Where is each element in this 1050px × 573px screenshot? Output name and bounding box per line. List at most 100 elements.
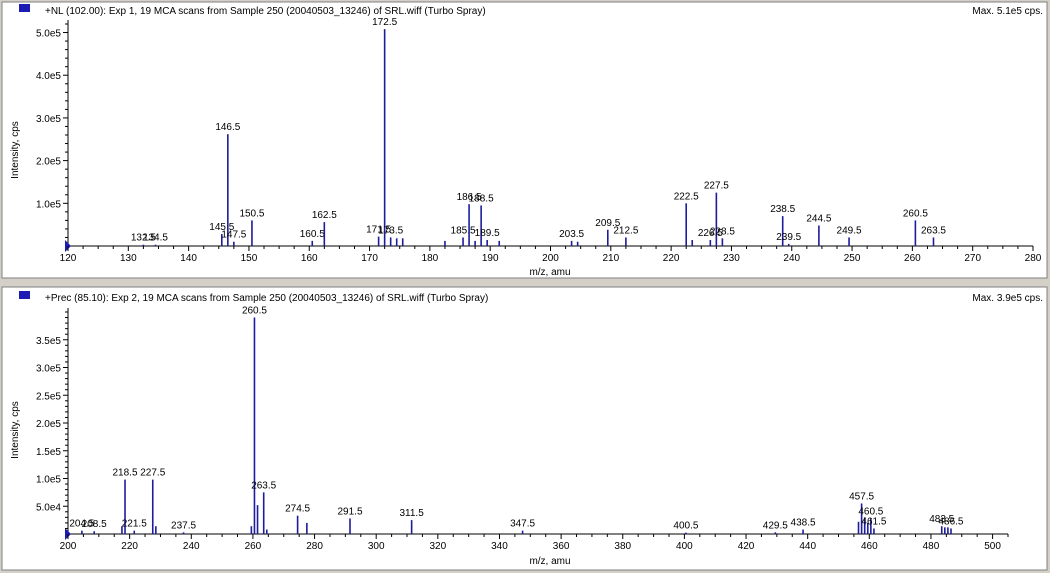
x-tick-label: 380	[614, 541, 631, 552]
peak-label: 239.5	[776, 232, 801, 243]
peak-label: 228.5	[710, 226, 735, 237]
x-tick-label: 440	[799, 541, 816, 552]
peak-label: 162.5	[312, 210, 337, 221]
x-tick-label: 190	[482, 253, 499, 264]
y-tick-label: 5.0e5	[36, 29, 61, 40]
x-tick-label: 260	[245, 541, 262, 552]
series-marker-icon	[19, 4, 30, 12]
peak-label: 263.5	[251, 480, 276, 491]
x-tick-label: 230	[723, 253, 740, 264]
peak-label: 212.5	[613, 225, 638, 236]
peak-label: 460.5	[858, 506, 883, 517]
peak-label: 274.5	[285, 504, 310, 515]
axes: 200 220 240 260 280 300 320 340 360 380 400 420 440 4…	[36, 308, 1009, 552]
x-tick-label: 340	[491, 541, 508, 552]
x-tick-label: 240	[783, 253, 800, 264]
peak-label: 150.5	[239, 208, 264, 219]
peak-label: 209.5	[595, 218, 620, 229]
peak-label: 244.5	[806, 214, 831, 225]
peak-label: 461.5	[861, 516, 886, 527]
panel-background	[1, 1, 1048, 279]
x-tick-label: 210	[602, 253, 619, 264]
x-tick-label: 180	[422, 253, 439, 264]
peak-label: 438.5	[791, 518, 816, 529]
prec-spectrum-panel: +Prec (85.10): Exp 2, 19 MCA scans from …	[1, 286, 1048, 571]
x-tick-label: 400	[676, 541, 693, 552]
y-axis-label: Intensity, cps	[10, 121, 21, 179]
x-tick-label: 320	[429, 541, 446, 552]
y-tick-label: 3.0e5	[36, 114, 61, 125]
peak-label: 147.5	[221, 230, 246, 241]
x-tick-label: 280	[306, 541, 323, 552]
peak-label: 347.5	[510, 519, 535, 530]
peak-label: 457.5	[849, 491, 874, 502]
peak-label: 291.5	[337, 506, 362, 517]
peak-label: 263.5	[921, 225, 946, 236]
peak-label: 132.5	[131, 233, 156, 244]
peak-label: 160.5	[300, 229, 325, 240]
x-tick-label: 150	[241, 253, 258, 264]
peak-label: 171.5	[366, 225, 391, 236]
y-tick-label: 1.0e5	[36, 199, 61, 210]
max-intensity-label: Max. 3.9e5 cps.	[972, 293, 1043, 304]
peak-label: 237.5	[171, 520, 196, 531]
peak-label: 208.5	[82, 519, 107, 530]
panel-header: +NL (102.00): Exp 1, 19 MCA scans from S…	[45, 6, 486, 17]
peak-label: 218.5	[113, 468, 138, 479]
y-tick-label: 2.0e5	[36, 157, 61, 168]
peak-label: 227.5	[140, 468, 165, 479]
y-tick-label: 4.0e5	[36, 71, 61, 82]
x-tick-label: 200	[60, 541, 77, 552]
x-tick-label: 170	[361, 253, 378, 264]
x-tick-label: 120	[60, 253, 77, 264]
x-tick-label: 160	[301, 253, 318, 264]
peak-label: 429.5	[763, 520, 788, 531]
y-tick-label: 1.0e5	[36, 475, 61, 486]
max-intensity-label: Max. 5.1e5 cps.	[972, 6, 1043, 17]
x-tick-label: 480	[923, 541, 940, 552]
x-tick-label: 200	[542, 253, 559, 264]
x-tick-label: 280	[1025, 253, 1042, 264]
x-tick-label: 130	[120, 253, 137, 264]
peak-label: 189.5	[475, 228, 500, 239]
x-axis-label: m/z, amu	[529, 267, 570, 278]
x-tick-label: 220	[663, 253, 680, 264]
y-tick-label: 2.0e5	[36, 419, 61, 430]
nl-spectrum-panel: +NL (102.00): Exp 1, 19 MCA scans from S…	[1, 1, 1048, 279]
y-tick-label: 3.0e5	[36, 364, 61, 375]
peak-label: 249.5	[837, 225, 862, 236]
y-tick-label: 1.5e5	[36, 447, 61, 458]
peak-label: 185.5	[451, 225, 476, 236]
x-tick-label: 360	[553, 541, 570, 552]
panel-background	[1, 286, 1048, 571]
peak-label: 173.5	[378, 225, 403, 236]
peak-label: 188.5	[469, 193, 494, 204]
x-tick-label: 240	[183, 541, 200, 552]
peak-label: 486.5	[938, 516, 963, 527]
x-tick-label: 220	[121, 541, 138, 552]
peak-label: 221.5	[122, 519, 147, 530]
peak-label: 145.5	[209, 222, 234, 233]
series-marker-icon	[19, 291, 30, 299]
y-tick-label: 2.5e5	[36, 391, 61, 402]
peak-label: 260.5	[242, 306, 267, 317]
peak-label: 186.5	[457, 192, 482, 203]
peak-label: 311.5	[399, 508, 424, 519]
peak-label: 222.5	[674, 191, 699, 202]
peak-label: 172.5	[372, 17, 397, 28]
x-tick-label: 500	[984, 541, 1001, 552]
x-tick-label: 260	[904, 253, 921, 264]
peak-label: 204.5	[69, 519, 94, 530]
x-tick-label: 140	[180, 253, 197, 264]
y-axis-label: Intensity, cps	[10, 401, 21, 459]
peak-label: 400.5	[673, 521, 698, 532]
x-tick-label: 420	[738, 541, 755, 552]
axes: 120 130 140 150 160 170 180 190 200 210 220 230 240 2…	[36, 20, 1042, 264]
peak-label: 483.5	[929, 514, 954, 525]
panel-header: +Prec (85.10): Exp 2, 19 MCA scans from …	[45, 293, 488, 304]
peak-label: 203.5	[559, 229, 584, 240]
x-axis-label: m/z, amu	[529, 556, 570, 567]
